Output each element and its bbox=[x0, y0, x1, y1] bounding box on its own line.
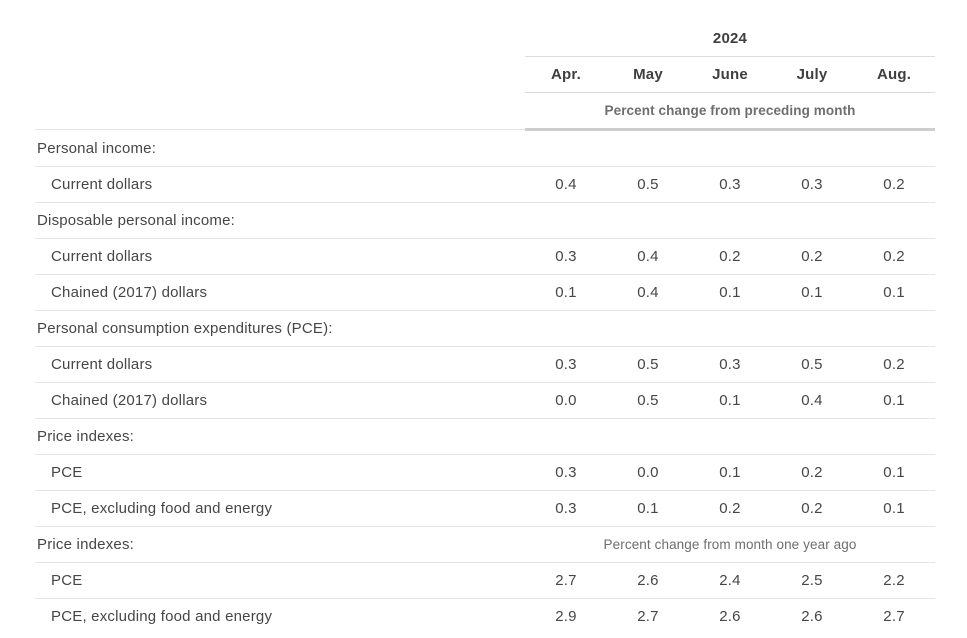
section-header-row: Personal income: bbox=[35, 129, 936, 167]
value-cell: 0.3 bbox=[525, 454, 607, 491]
value-cell: 0.4 bbox=[771, 382, 853, 419]
row-label: PCE, excluding food and energy bbox=[51, 608, 273, 625]
value-cell: 0.5 bbox=[607, 382, 689, 419]
row-label: Current dollars bbox=[35, 346, 525, 383]
column-header-aug: Aug. bbox=[853, 56, 936, 93]
column-header-july: July bbox=[771, 56, 853, 93]
value-cell: 2.6 bbox=[719, 608, 741, 625]
year-header: 2024 bbox=[525, 20, 936, 57]
value-cell: 0.3 bbox=[525, 238, 607, 275]
value-cell: 2.6 bbox=[607, 562, 689, 599]
value-cell: 0.2 bbox=[853, 346, 936, 383]
value-cell: 0.5 bbox=[771, 346, 853, 383]
data-row: Chained (2017) dollars 0.1 0.4 0.1 0.1 0.1 bbox=[35, 274, 936, 311]
section-label: Price indexes: bbox=[35, 526, 525, 563]
section-label: Price indexes: bbox=[35, 418, 525, 455]
header-spacer-cell bbox=[35, 20, 525, 57]
data-row: PCE 0.3 0.0 0.1 0.2 0.1 bbox=[35, 454, 936, 491]
header-spacer-cell bbox=[35, 57, 525, 93]
value-cell: 0.3 bbox=[525, 490, 607, 527]
row-label: Current dollars bbox=[35, 238, 525, 275]
value-cell: 0.0 bbox=[607, 454, 689, 491]
value-cell: 0.1 bbox=[853, 274, 936, 311]
row-label: PCE bbox=[35, 454, 525, 491]
row-label: Chained (2017) dollars bbox=[35, 274, 525, 311]
data-row: Chained (2017) dollars 0.0 0.5 0.1 0.4 0.1 bbox=[35, 382, 936, 419]
month-header-row: Apr. May June July Aug. bbox=[35, 56, 936, 93]
data-row: Current dollars 0.3 0.4 0.2 0.2 0.2 bbox=[35, 238, 936, 275]
value-cell: 0.2 bbox=[771, 490, 853, 527]
value-cell: 2.6 bbox=[801, 608, 823, 625]
value-cell: 0.1 bbox=[525, 274, 607, 311]
data-row: PCE 2.7 2.6 2.4 2.5 2.2 bbox=[35, 562, 936, 599]
section-label: Personal income: bbox=[35, 129, 525, 167]
unit-note: Percent change from preceding month bbox=[525, 92, 936, 131]
value-cell: 0.2 bbox=[853, 238, 936, 275]
value-cell: 0.4 bbox=[525, 166, 607, 203]
section-header-row: Price indexes: Percent change from month … bbox=[35, 526, 936, 563]
value-cell: 0.1 bbox=[771, 274, 853, 311]
column-header-june: June bbox=[689, 56, 771, 93]
value-cell: 0.1 bbox=[689, 274, 771, 311]
section-header-row: Disposable personal income: bbox=[35, 202, 936, 239]
value-cell: 2.2 bbox=[853, 562, 936, 599]
value-cell: 0.3 bbox=[689, 166, 771, 203]
row-label: PCE, excluding food and energy bbox=[35, 490, 525, 527]
value-cell: 2.7 bbox=[883, 608, 905, 625]
data-row: PCE, excluding food and energy 2.9 2.7 2.6 2… bbox=[35, 599, 935, 635]
value-cell: 0.2 bbox=[689, 238, 771, 275]
section-note bbox=[525, 418, 936, 455]
value-cell: 0.3 bbox=[525, 346, 607, 383]
value-cell: 0.1 bbox=[689, 382, 771, 419]
value-cell: 0.2 bbox=[771, 454, 853, 491]
row-label: Current dollars bbox=[35, 166, 525, 203]
value-cell: 0.1 bbox=[853, 382, 936, 419]
data-row: Current dollars 0.3 0.5 0.3 0.5 0.2 bbox=[35, 346, 936, 383]
section-note: Percent change from month one year ago bbox=[525, 526, 936, 563]
row-label: Chained (2017) dollars bbox=[35, 382, 525, 419]
value-cell: 0.2 bbox=[689, 490, 771, 527]
table-body: Personal income: Current dollars 0.4 0.5 0.3… bbox=[35, 129, 936, 635]
section-note bbox=[525, 310, 936, 347]
value-cell: 0.2 bbox=[853, 166, 936, 203]
value-cell: 2.7 bbox=[637, 608, 659, 625]
value-cell: 0.2 bbox=[771, 238, 853, 275]
value-cell: 0.1 bbox=[853, 490, 936, 527]
section-header-row: Price indexes: bbox=[35, 418, 936, 455]
unit-note-row: Percent change from preceding month bbox=[35, 92, 936, 131]
value-cell: 0.1 bbox=[607, 490, 689, 527]
section-header-row: Personal consumption expenditures (PCE): bbox=[35, 310, 936, 347]
section-note bbox=[525, 202, 936, 239]
personal-income-table: 2024 Apr. May June July Aug. Percent cha… bbox=[35, 20, 936, 635]
value-cell: 2.4 bbox=[689, 562, 771, 599]
value-cell: 0.3 bbox=[771, 166, 853, 203]
data-row: PCE, excluding food and energy 0.3 0.1 0.2 0… bbox=[35, 490, 936, 527]
data-row: Current dollars 0.4 0.5 0.3 0.3 0.2 bbox=[35, 166, 936, 203]
table-header: 2024 Apr. May June July Aug. Percent cha… bbox=[35, 20, 936, 131]
column-header-apr: Apr. bbox=[525, 56, 607, 93]
year-row: 2024 bbox=[35, 20, 936, 57]
header-spacer-cell bbox=[35, 92, 525, 130]
value-cell: 0.1 bbox=[853, 454, 936, 491]
column-header-may: May bbox=[607, 56, 689, 93]
section-note bbox=[525, 129, 936, 167]
section-label: Personal consumption expenditures (PCE): bbox=[35, 310, 525, 347]
value-cell: 0.4 bbox=[607, 274, 689, 311]
value-cell: 0.5 bbox=[607, 346, 689, 383]
value-cell: 0.3 bbox=[689, 346, 771, 383]
value-cell: 2.9 bbox=[555, 608, 577, 625]
value-cell: 0.4 bbox=[607, 238, 689, 275]
row-label: PCE bbox=[35, 562, 525, 599]
section-label: Disposable personal income: bbox=[35, 202, 525, 239]
value-cell: 0.0 bbox=[525, 382, 607, 419]
value-cell: 2.7 bbox=[525, 562, 607, 599]
value-cell: 0.1 bbox=[689, 454, 771, 491]
value-cell: 0.5 bbox=[607, 166, 689, 203]
value-cell: 2.5 bbox=[771, 562, 853, 599]
